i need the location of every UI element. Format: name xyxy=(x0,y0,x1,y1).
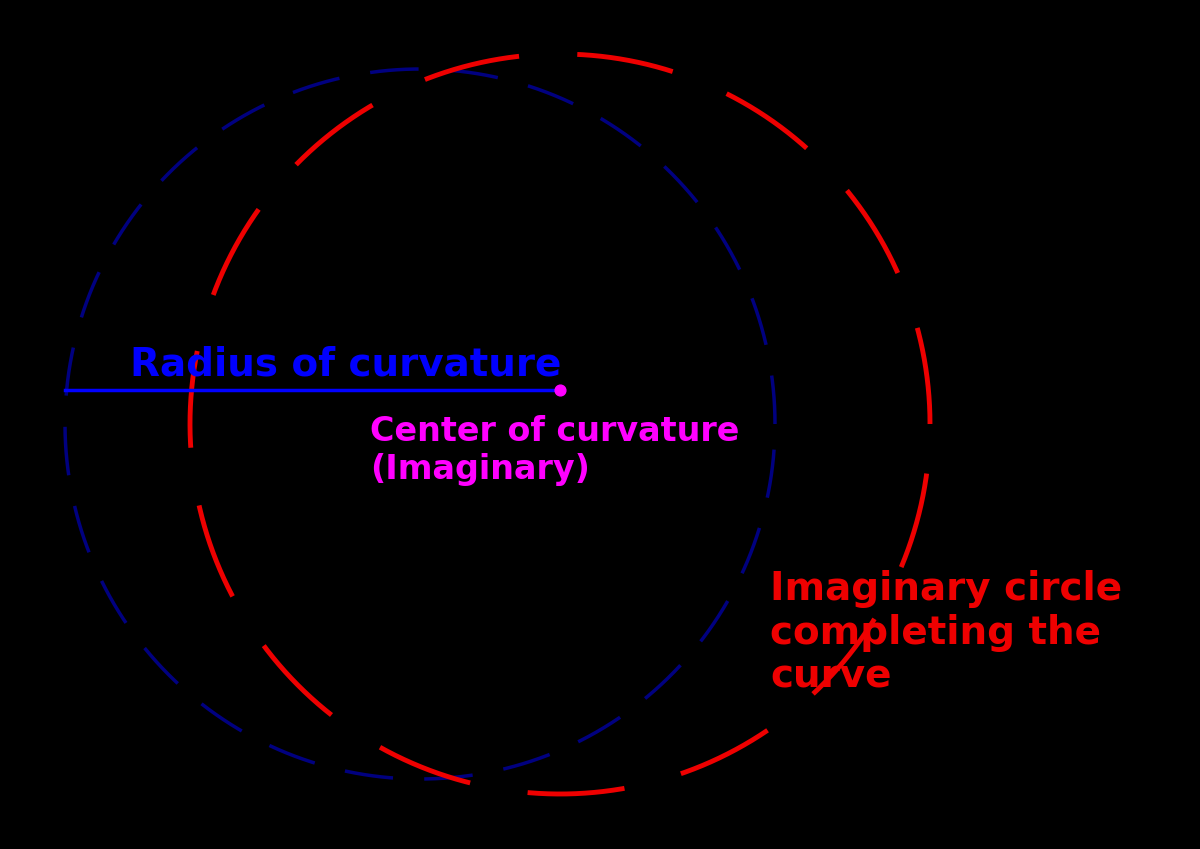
Point xyxy=(551,383,570,396)
Text: Radius of curvature: Radius of curvature xyxy=(130,345,562,383)
Text: Center of curvature
(Imaginary): Center of curvature (Imaginary) xyxy=(370,415,739,486)
Text: Imaginary circle
completing the
curve: Imaginary circle completing the curve xyxy=(770,570,1122,696)
